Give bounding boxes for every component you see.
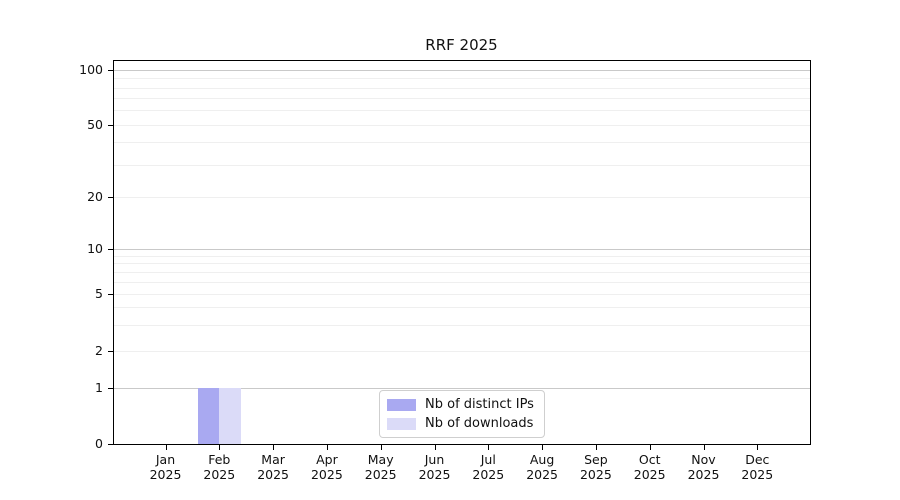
x-tick-label: Dec 2025: [730, 452, 784, 482]
axis-top-spine: [113, 59, 811, 61]
x-tick-mark: [542, 444, 544, 450]
gridline-minor: [113, 325, 810, 327]
x-tick-year: 2025: [203, 467, 236, 482]
y-tick-label: 20: [87, 189, 103, 204]
gridline-minor: [113, 271, 810, 273]
y-tick-mark: [108, 387, 113, 389]
y-tick-mark: [108, 124, 113, 126]
x-tick-label: Oct 2025: [623, 452, 677, 482]
x-tick-mark: [380, 444, 382, 450]
x-tick-label: Jul 2025: [461, 452, 515, 482]
x-tick-mark: [757, 444, 759, 450]
x-tick-year: 2025: [633, 467, 666, 482]
x-tick-month: Jun: [424, 452, 445, 467]
legend: Nb of distinct IPs Nb of downloads: [379, 390, 545, 438]
gridline-minor: [113, 307, 810, 309]
y-tick-label: 0: [95, 435, 103, 451]
x-tick-month: Dec: [745, 452, 770, 467]
gridline-major: [113, 70, 810, 71]
gridline-minor: [113, 164, 810, 166]
y-tick-mark: [108, 249, 113, 250]
gridline-minor: [113, 263, 810, 265]
x-tick-month: Mar: [261, 452, 285, 467]
gridline-minor: [113, 142, 810, 144]
y-tick-label: 5: [95, 285, 103, 301]
x-tick-label: Sep 2025: [569, 452, 623, 482]
x-tick-year: 2025: [526, 467, 558, 482]
x-tick-year: 2025: [472, 467, 505, 482]
gridline-minor: [113, 124, 810, 126]
y-tick-label: 50: [87, 116, 103, 132]
legend-swatch-distinct-ips: [387, 398, 416, 411]
gridline-minor: [113, 98, 810, 100]
x-tick-mark: [219, 444, 221, 450]
legend-label-downloads: Nb of downloads: [425, 416, 534, 431]
x-tick-label: Nov 2025: [677, 452, 731, 482]
x-tick-month: Sep: [584, 452, 608, 467]
x-tick-mark: [703, 444, 705, 450]
chart-title: RRF 2025: [425, 36, 498, 54]
gridline-major: [113, 249, 810, 250]
y-tick-label: 1: [95, 379, 103, 395]
x-tick-year: 2025: [364, 467, 397, 482]
y-axis-line: [113, 59, 114, 444]
y-tick-mark: [108, 197, 113, 198]
y-tick-mark: [108, 443, 113, 445]
gridline-minor: [113, 255, 810, 257]
x-tick-label: May 2025: [354, 452, 408, 482]
gridline-major: [113, 387, 810, 389]
x-tick-year: 2025: [741, 467, 774, 482]
x-tick-mark: [165, 444, 167, 450]
x-tick-month: Oct: [638, 452, 661, 467]
x-tick-mark: [488, 444, 490, 450]
x-tick-label: Apr 2025: [300, 452, 354, 482]
x-axis-line: [113, 443, 811, 445]
x-tick-month: May: [367, 452, 394, 467]
x-tick-mark: [649, 444, 651, 450]
gridline-minor: [113, 78, 810, 80]
x-tick-mark: [595, 444, 597, 450]
x-tick-year: 2025: [579, 467, 612, 482]
x-tick-month: Apr: [316, 452, 338, 467]
x-tick-month: Nov: [691, 452, 716, 467]
gridline-minor: [113, 87, 810, 89]
x-tick-year: 2025: [149, 467, 182, 482]
x-tick-mark: [434, 444, 436, 450]
x-tick-label: Aug 2025: [515, 452, 569, 482]
x-tick-year: 2025: [418, 467, 451, 482]
legend-label-distinct-ips: Nb of distinct IPs: [425, 397, 534, 412]
x-tick-mark: [326, 444, 328, 450]
x-tick-year: 2025: [687, 467, 720, 482]
x-tick-month: Jul: [480, 452, 496, 467]
x-tick-year: 2025: [310, 467, 343, 482]
gridline-minor: [113, 350, 810, 352]
x-tick-month: Feb: [208, 452, 231, 467]
bar-nb-of-downloads: [219, 387, 241, 444]
bar-nb-of-distinct-ips: [197, 387, 220, 444]
x-tick-month: Aug: [529, 452, 555, 467]
gridline-minor: [113, 281, 810, 283]
y-tick-mark: [108, 70, 113, 71]
axis-right-spine: [810, 59, 811, 445]
y-tick-mark: [108, 350, 113, 352]
legend-swatch-downloads: [387, 417, 416, 430]
y-tick-label: 100: [79, 62, 103, 77]
y-tick-label: 10: [87, 241, 103, 256]
y-tick-mark: [108, 293, 113, 295]
x-tick-label: Mar 2025: [246, 452, 300, 482]
x-tick-label: Jun 2025: [408, 452, 462, 482]
legend-item-downloads: Nb of downloads: [387, 416, 535, 431]
gridline-minor: [113, 110, 810, 112]
x-tick-year: 2025: [257, 467, 289, 482]
y-tick-label: 2: [95, 342, 103, 358]
x-tick-label: Feb 2025: [192, 452, 246, 482]
x-tick-label: Jan 2025: [139, 452, 193, 482]
gridline-minor: [113, 197, 810, 198]
gridline-minor: [113, 293, 810, 295]
x-tick-month: Jan: [155, 452, 176, 467]
x-tick-mark: [273, 444, 275, 450]
legend-item-distinct-ips: Nb of distinct IPs: [387, 397, 535, 412]
